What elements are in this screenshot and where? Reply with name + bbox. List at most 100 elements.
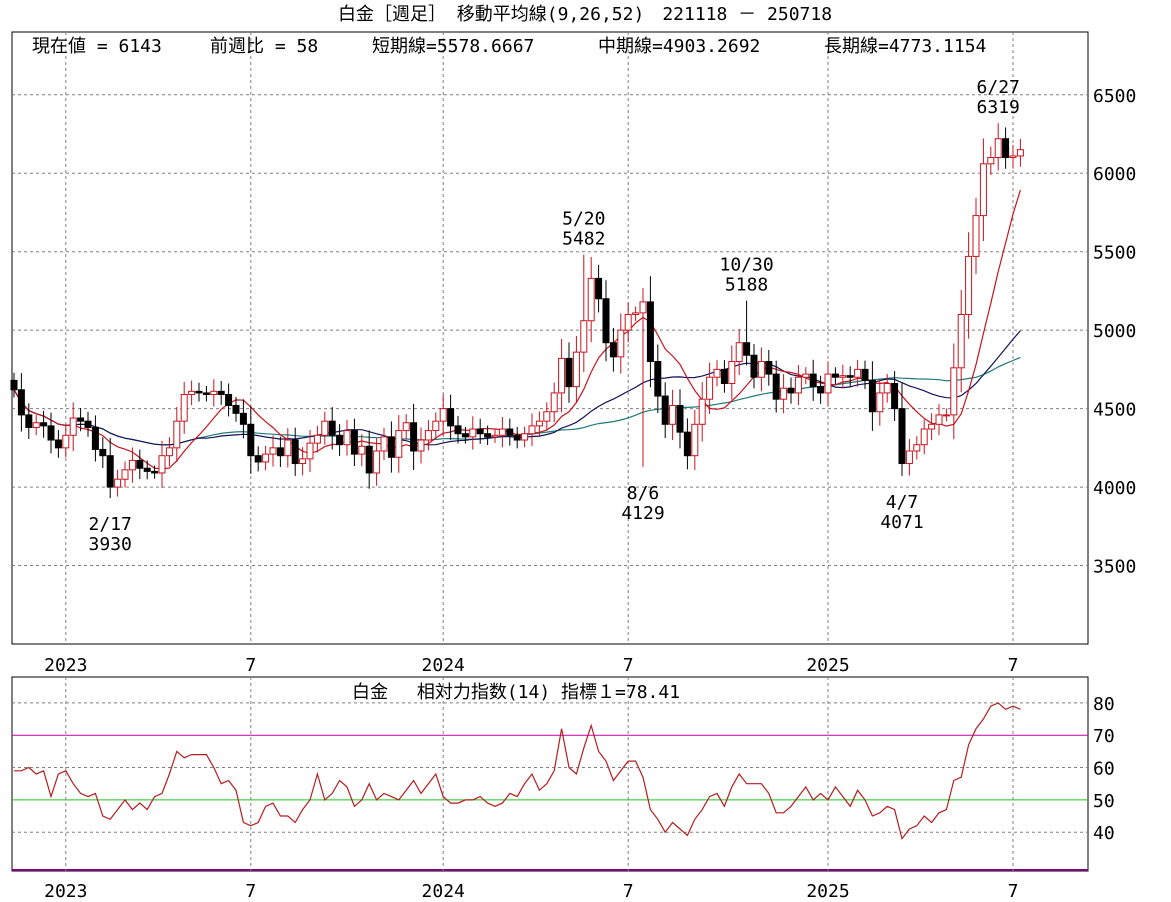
candle-down xyxy=(17,389,25,416)
candle-up xyxy=(972,215,980,257)
y-tick-label: 4000 xyxy=(1093,478,1136,499)
candle-up xyxy=(498,428,506,436)
candle-up xyxy=(121,469,129,480)
candle-down xyxy=(750,354,758,378)
rsi-panel-grid xyxy=(12,677,1088,871)
rsi-y-tick-label: 60 xyxy=(1093,759,1115,780)
candle-up xyxy=(543,411,551,422)
x-tick-label: 7 xyxy=(623,655,634,676)
annotation-value: 5188 xyxy=(725,275,768,296)
candle-up xyxy=(669,404,677,425)
annotation-date: 8/6 xyxy=(627,483,660,504)
candle-down xyxy=(106,455,114,488)
candle-down xyxy=(595,277,603,300)
candle-down xyxy=(40,422,48,427)
candlestick-series xyxy=(10,123,1024,499)
main-x-axis-labels: 2023 7 2024 7 2025 7 xyxy=(44,655,1018,676)
candle-down xyxy=(506,428,514,436)
candle-up xyxy=(632,312,640,315)
candle-down xyxy=(772,373,780,400)
candle-up xyxy=(180,393,188,422)
candle-up xyxy=(1016,149,1024,157)
candle-up xyxy=(854,368,862,378)
candle-down xyxy=(410,422,418,452)
candle-down xyxy=(461,433,469,438)
candle-down xyxy=(765,361,773,375)
candle-up xyxy=(210,390,218,395)
candle-up xyxy=(306,442,314,460)
candle-up xyxy=(935,414,943,425)
candle-up xyxy=(572,351,580,388)
candle-down xyxy=(720,368,728,385)
candle-down xyxy=(602,298,610,344)
candle-up xyxy=(735,342,743,363)
candle-up xyxy=(32,422,40,428)
candle-up xyxy=(402,422,410,432)
candle-down xyxy=(232,404,240,414)
candle-up xyxy=(165,447,173,457)
candle-down xyxy=(654,361,662,397)
annotation-date: 10/30 xyxy=(720,255,774,276)
candle-down xyxy=(454,425,462,435)
candle-down xyxy=(54,439,62,449)
candle-down xyxy=(861,368,869,381)
candle-down xyxy=(743,342,751,356)
rsi-title: 白金 相対力指数(14) 指標１=78.41 xyxy=(352,682,680,703)
mid-ma-value: 中期線=4903.2692 xyxy=(598,36,760,57)
rsi-x-tick-label: 7 xyxy=(245,881,256,902)
candle-down xyxy=(195,390,203,394)
main-chart-grid xyxy=(12,32,1088,644)
rsi-x-tick-label: 2023 xyxy=(44,881,87,902)
candle-up xyxy=(757,361,765,378)
annotation-value: 4129 xyxy=(621,503,664,524)
main-chart-frame xyxy=(11,31,1089,645)
candle-down xyxy=(513,434,521,441)
candle-up xyxy=(794,376,802,394)
candle-up xyxy=(284,439,292,457)
y-tick-label: 6500 xyxy=(1093,86,1136,107)
rsi-x-tick-label: 2025 xyxy=(806,881,849,902)
candle-down xyxy=(99,448,107,457)
candle-down xyxy=(84,420,92,428)
candle-down xyxy=(661,395,669,425)
short-ma-value: 短期線=5578.6667 xyxy=(372,36,534,57)
rsi-y-tick-label: 70 xyxy=(1093,726,1115,747)
y-tick-label: 6000 xyxy=(1093,164,1136,185)
candle-up xyxy=(950,367,958,416)
candle-down xyxy=(447,408,455,427)
candle-up xyxy=(491,434,499,438)
annotation-date: 2/17 xyxy=(89,514,132,535)
rsi-panel-frame xyxy=(11,676,1089,872)
candle-up xyxy=(380,436,388,452)
candle-down xyxy=(787,387,795,394)
candle-up xyxy=(439,408,447,422)
candle-up xyxy=(928,423,936,430)
rsi-x-axis-labels: 2023 7 2024 7 2025 7 xyxy=(44,881,1018,902)
annotation-value: 3930 xyxy=(89,534,132,555)
candle-up xyxy=(905,450,913,465)
candle-up xyxy=(987,157,995,165)
rsi-y-tick-label: 80 xyxy=(1093,694,1115,715)
candle-up xyxy=(913,444,921,452)
candle-down xyxy=(809,373,817,388)
candle-down xyxy=(47,425,55,441)
chart-title: 白金［週足］ 移動平均線(9,26,52) 221118 － 250718 xyxy=(338,4,832,25)
candle-up xyxy=(713,368,721,378)
candle-up xyxy=(321,420,329,436)
candle-down xyxy=(817,386,825,394)
candle-down xyxy=(151,470,159,474)
candle-up xyxy=(469,428,477,438)
candle-down xyxy=(484,433,492,438)
candle-up xyxy=(395,430,403,458)
candle-up xyxy=(876,392,884,413)
candle-up xyxy=(1009,155,1017,159)
x-tick-label: 7 xyxy=(1008,655,1019,676)
candle-up xyxy=(965,255,973,315)
candle-down xyxy=(846,375,854,378)
candle-up xyxy=(698,398,706,425)
candle-up xyxy=(173,420,181,449)
candle-up xyxy=(343,430,351,446)
week-change: 前週比 = 58 xyxy=(210,36,318,57)
